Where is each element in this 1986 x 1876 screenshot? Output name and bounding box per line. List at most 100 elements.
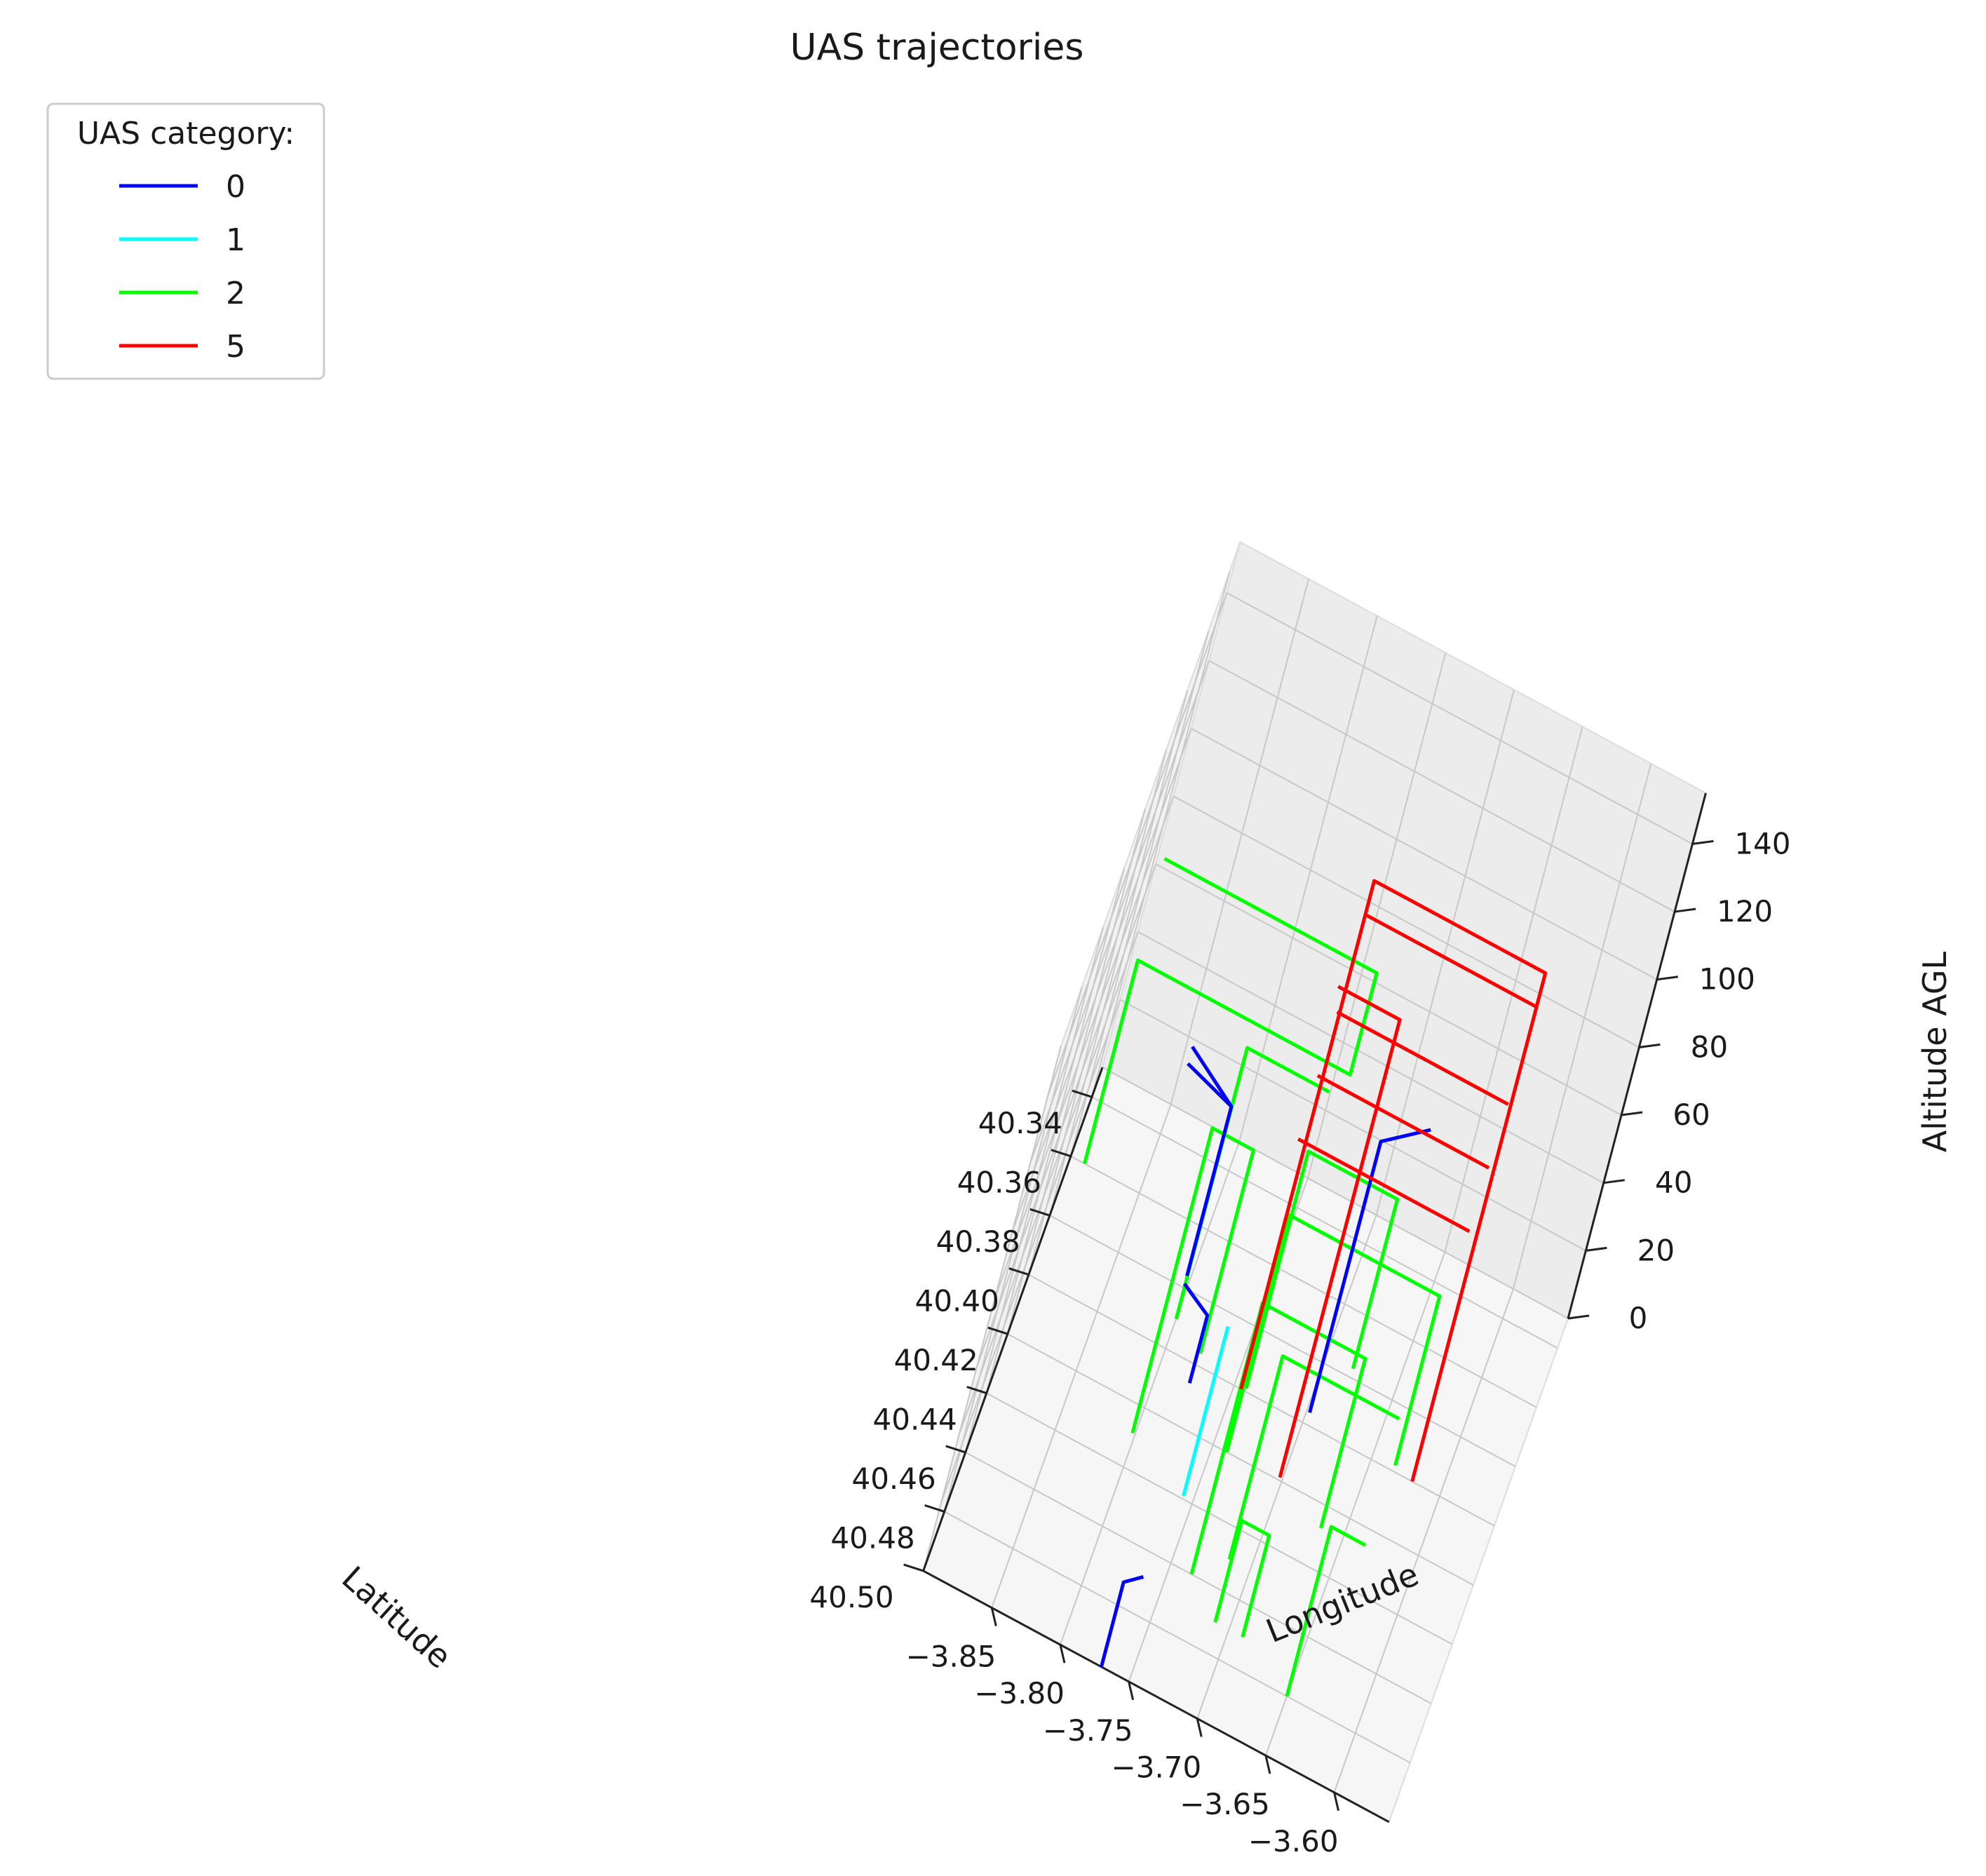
grid-line-floor-lat <box>1007 1333 1474 1586</box>
y-tick-label: −3.85 <box>906 1640 997 1674</box>
z-axis-label: Altitude AGL <box>1916 951 1954 1152</box>
grid-line-floor-lon <box>991 1104 1172 1608</box>
legend-box <box>46 102 325 380</box>
z-tick-label: 60 <box>1673 1098 1710 1132</box>
trajectory-category-2 <box>1083 857 1379 1164</box>
legend: UAS category: 0 1 2 5 <box>46 102 325 380</box>
trajectory-category-5 <box>1297 1137 1471 1234</box>
grid-line-wall-lat <box>985 868 1126 1393</box>
y-tick-mark <box>1333 1792 1340 1811</box>
z-tick-label: 140 <box>1734 826 1790 861</box>
grid-line-wall-alt <box>958 931 1139 1436</box>
legend-title: UAS category: <box>77 116 295 151</box>
grid-line-wall-lon <box>1170 579 1310 1105</box>
z-tick-mark <box>1621 1111 1643 1116</box>
grid-line-wall-alt <box>1119 999 1586 1252</box>
grid-line-wall-lon <box>1375 689 1515 1215</box>
y-tick-label: −3.60 <box>1248 1824 1339 1858</box>
trajectory-category-5 <box>1316 1074 1490 1170</box>
trajectory-category-2 <box>1227 1354 1400 1560</box>
trajectory-category-0 <box>1100 1574 1144 1668</box>
chart-title: UAS trajectories <box>790 27 1084 69</box>
y-tick-mark <box>1264 1755 1271 1774</box>
trajectory-category-2 <box>1130 1126 1255 1434</box>
grid-line-wall-alt <box>975 863 1156 1368</box>
grid-line-wall-alt <box>1029 660 1210 1165</box>
grid-line-floor-lon <box>1333 1288 1514 1793</box>
x-tick-label: 40.44 <box>873 1403 957 1437</box>
legend-label-0: 0 <box>226 169 245 205</box>
z-tick-label: 40 <box>1655 1166 1692 1200</box>
x-tick-mark <box>1008 1267 1029 1276</box>
x-tick-mark <box>966 1386 987 1394</box>
grid-line-wall-alt <box>1047 593 1228 1097</box>
grid-line-wall-lat <box>943 986 1083 1512</box>
z-tick-mark <box>1692 839 1714 845</box>
z-tick-label: 0 <box>1629 1301 1648 1335</box>
x-tick-label: 40.34 <box>978 1106 1062 1140</box>
legend-label-5: 5 <box>226 329 245 365</box>
y-tick-mark <box>1128 1681 1135 1701</box>
x-axis-label: Latitude <box>335 1559 459 1676</box>
grid-line-wall-alt <box>940 999 1121 1504</box>
axis-lines <box>922 792 1707 1823</box>
trajectory-category-1 <box>1182 1325 1230 1497</box>
grid-line-floor-lat <box>944 1511 1411 1764</box>
tick-labels: 40.34 40.36 40.38 40.40 40.42 40.44 40.46 40.48… <box>809 826 1790 1858</box>
grid-line-floor-lat <box>1028 1274 1495 1527</box>
trajectory-category-0 <box>1308 1128 1431 1413</box>
x-tick-mark <box>1072 1089 1093 1098</box>
x-tick-label: 40.38 <box>936 1224 1020 1259</box>
axes-panes <box>922 541 1707 1823</box>
x-tick-mark <box>987 1326 1008 1335</box>
x-tick-label: 40.42 <box>894 1343 978 1377</box>
grid-line-wall-lat <box>1006 808 1147 1335</box>
grid-line-floor-lat <box>986 1392 1453 1645</box>
grid-line-floor-lat <box>965 1452 1432 1704</box>
z-tick-mark <box>1639 1043 1661 1048</box>
z-tick-label: 80 <box>1691 1030 1728 1064</box>
z-tick-label: 100 <box>1699 962 1755 997</box>
grid-line-floor-lat <box>1070 1155 1537 1408</box>
grid-line-wall-lon <box>1512 763 1652 1290</box>
y-tick-label: −3.65 <box>1180 1787 1270 1821</box>
trajectory-category-5 <box>1336 1010 1509 1106</box>
trajectory-category-2 <box>1285 1525 1367 1697</box>
z-axis-line <box>1567 792 1707 1319</box>
y-tick-label: −3.75 <box>1043 1713 1133 1748</box>
z-tick-label: 20 <box>1637 1233 1675 1267</box>
z-tick-mark <box>1567 1314 1590 1320</box>
trajectory-category-2 <box>1189 1301 1367 1575</box>
grid-line-floor-lon <box>1264 1251 1446 1756</box>
trajectory-category-2 <box>1213 1518 1271 1638</box>
y-axis-line <box>922 1570 1390 1823</box>
grid-line-wall-lon <box>1444 726 1583 1253</box>
legend-entries: 0 1 2 5 <box>119 169 245 365</box>
grid-line-wall-lat <box>922 1045 1062 1572</box>
grid-line-wall-alt <box>1208 660 1675 912</box>
grid-line-wall-alt <box>1173 795 1640 1048</box>
grid-line-wall-alt <box>1102 1067 1569 1319</box>
y-tick-mark <box>990 1607 997 1626</box>
y-tick-label: −3.80 <box>974 1676 1065 1710</box>
trajectory-category-2 <box>1244 1149 1400 1389</box>
trajectory-category-5 <box>1364 912 1538 1009</box>
grid-line-floor-lat <box>1049 1215 1516 1468</box>
legend-label-2: 2 <box>226 276 245 311</box>
grid-line-wall-lat <box>1069 630 1210 1156</box>
trajectory-category-5 <box>1278 985 1402 1478</box>
x-tick-label: 40.36 <box>957 1166 1041 1200</box>
x-tick-mark <box>1029 1208 1051 1217</box>
grid-line-wall-alt <box>1137 931 1605 1184</box>
trajectory-series <box>1083 857 1548 1697</box>
trajectory-category-0 <box>1187 1062 1233 1108</box>
grid-line-wall-lat <box>1027 749 1168 1275</box>
grid-line-wall-lat <box>1048 689 1189 1216</box>
x-tick-mark <box>903 1563 924 1572</box>
x-tick-mark <box>924 1504 945 1513</box>
x-tick-label: 40.40 <box>915 1284 999 1318</box>
grid-line-floor-lon <box>1196 1215 1377 1719</box>
y-tick-mark <box>1196 1718 1203 1737</box>
